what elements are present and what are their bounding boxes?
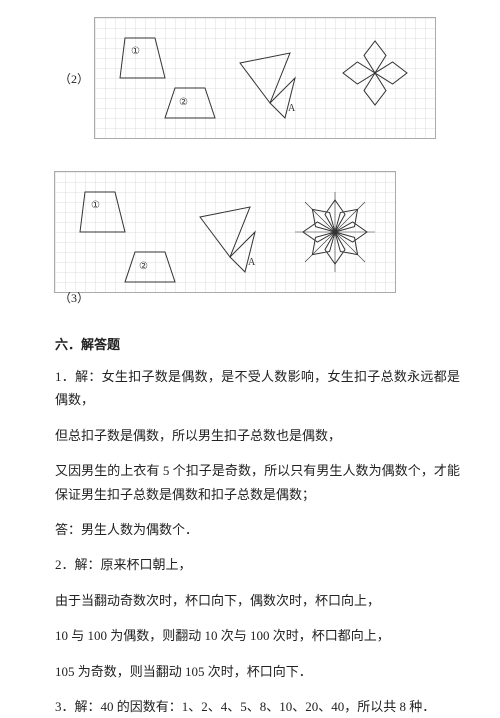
trapezoid-2: [165, 88, 215, 118]
figure-block-2: （2） ① ② A: [55, 18, 460, 138]
figure-block-3: ①②A （3）: [55, 172, 460, 292]
figure-label-3: （3）: [55, 289, 95, 306]
q1-line1: 1．解：女生扣子数是偶数，是不受人数影响，女生扣子总数永远都是偶数，: [55, 365, 460, 412]
section-heading-6: 六．解答题: [55, 334, 460, 353]
shape-label: A: [288, 103, 295, 114]
figure-canvas-2: ① ② A: [95, 18, 435, 138]
shape-label: ②: [139, 261, 148, 272]
shape-label: ①: [91, 200, 100, 211]
q1-line2: 但总扣子数是偶数，所以男生扣子总数也是偶数，: [55, 424, 460, 447]
trapezoid-2: [125, 252, 175, 282]
q2-line4: 105 为奇数，则当翻动 105 次时，杯口向下．: [55, 660, 460, 683]
shape-label: A: [248, 257, 255, 268]
q2-line2: 由于当翻动奇数次时，杯口向下，偶数次时，杯口向上，: [55, 589, 460, 612]
trapezoid-1: [120, 38, 165, 78]
shape-label: ①: [131, 46, 140, 57]
figure-canvas-3: ① ② A: [55, 172, 395, 292]
triangle-a: [240, 53, 290, 103]
q1-answer: 答：男生人数为偶数个．: [55, 518, 460, 541]
q3-line1: 3．解：40 的因数有：1、2、4、5、8、10、20、40，所以共 8 种．: [55, 695, 460, 718]
figure-label-2: （2）: [55, 70, 95, 87]
page: （2） ① ② A ① ② A （3） 六．解答题 1．解：女生扣子数是偶数，是不受人数…: [0, 0, 500, 707]
shape-label: ②: [179, 97, 188, 108]
trapezoid-1: [80, 192, 125, 232]
q2-line3: 10 与 100 为偶数，则翻动 10 次与 100 次时，杯口都向上，: [55, 624, 460, 647]
q2-line1: 2．解：原来杯口朝上，: [55, 553, 460, 576]
q1-line3: 又因男生的上衣有 5 个扣子是奇数，所以只有男生人数为偶数个，才能保证男生扣子总…: [55, 459, 460, 506]
triangle-a: [200, 207, 250, 257]
